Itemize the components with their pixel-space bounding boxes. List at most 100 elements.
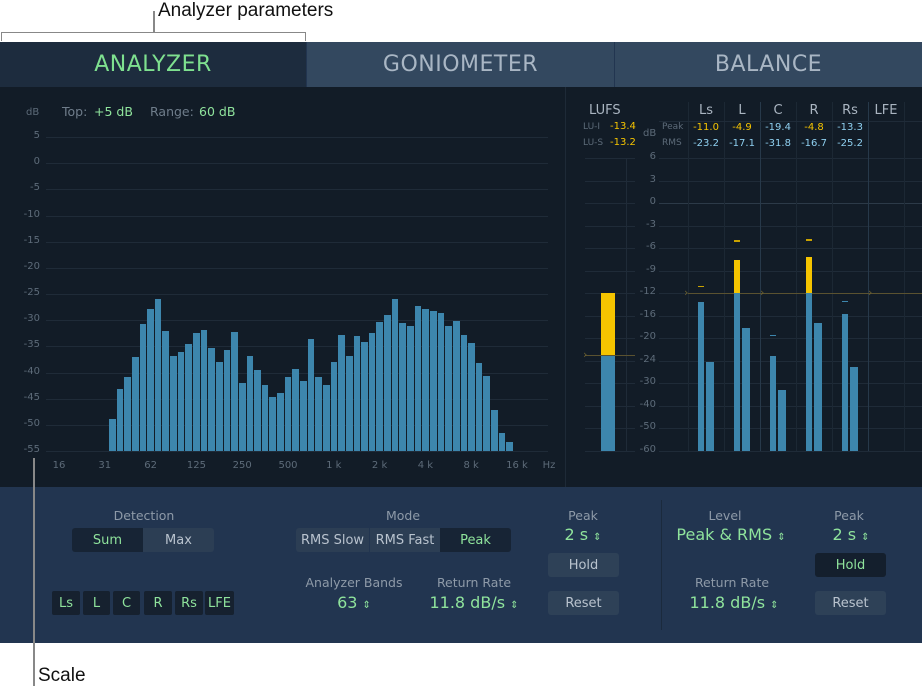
mode-rms-fast-button[interactable]: RMS Fast (370, 528, 440, 552)
analyzer-bands-stepper[interactable]: 63 ⇕ (337, 593, 371, 612)
spectrum-bar (124, 377, 131, 451)
threshold-arrow-icon[interactable]: › (868, 286, 873, 300)
controls-divider (661, 500, 662, 630)
threshold-arrow-icon[interactable]: › (684, 286, 689, 300)
tab-analyzer[interactable]: ANALYZER (0, 42, 306, 87)
x-tick-label: 8 k (463, 460, 479, 471)
channel-rms-bar (706, 361, 714, 451)
meter-scale-label: -50 (639, 421, 656, 433)
spectrum-bar (261, 385, 269, 451)
tab-goniometer[interactable]: GONIOMETER (307, 42, 614, 87)
spectrum-bar (353, 335, 361, 451)
spectrum-bar (154, 299, 162, 451)
peak-stepper[interactable]: 2 s ⇕ (564, 525, 601, 544)
lufs-target-arrow-icon[interactable]: › (583, 348, 588, 362)
y-tick-label: -15 (23, 234, 40, 246)
spectrum-bar (162, 331, 170, 451)
meter-return-rate-value: 11.8 dB/s (689, 593, 766, 612)
spectrum-bar (131, 356, 139, 451)
gridline (46, 320, 548, 322)
channel-rms-value: -23.2 (693, 138, 719, 149)
spectrum-bar (407, 325, 414, 451)
detection-label: Detection (113, 508, 175, 523)
threshold-arrow-icon[interactable]: › (760, 286, 765, 300)
tab-balance[interactable]: BALANCE (615, 42, 922, 87)
spectrum-bar (391, 299, 399, 451)
meter-peak-stepper[interactable]: 2 s ⇕ (832, 525, 869, 544)
channel-toggle-lfe[interactable]: LFE (205, 591, 234, 615)
spectrum-bar (475, 363, 483, 451)
peak-label: Peak (568, 508, 598, 523)
stepper-arrows-icon: ⇕ (777, 532, 786, 543)
channel-toggle-c[interactable]: C (113, 591, 140, 615)
spectrum-bar (384, 314, 391, 451)
return-rate-stepper[interactable]: 11.8 dB/s ⇕ (429, 593, 518, 612)
spectrum-bar (116, 388, 124, 451)
gridline (46, 451, 548, 452)
gridline (46, 215, 548, 217)
spectrum-bar (254, 369, 261, 451)
meter-gridline (659, 203, 922, 205)
channel-toggle-l[interactable]: L (83, 591, 110, 615)
spectrum-bar (437, 312, 445, 451)
channel-peak-value: -11.0 (693, 122, 719, 133)
y-tick-label: -30 (23, 313, 40, 325)
channel-peak-value: -19.4 (765, 122, 791, 133)
channel-toggle-r[interactable]: R (144, 591, 172, 615)
meter-gridline (659, 270, 922, 272)
detection-sum-button[interactable]: Sum (72, 528, 143, 552)
level-selector[interactable]: Peak & RMS ⇕ (676, 525, 785, 544)
meter-scale-label: -40 (639, 398, 656, 410)
meter-gridline (659, 360, 922, 362)
meter-hold-button[interactable]: Hold (815, 553, 886, 577)
channel-divider (868, 102, 869, 451)
meter-return-rate-stepper[interactable]: 11.8 dB/s ⇕ (689, 593, 778, 612)
analyzer-hold-button[interactable]: Hold (548, 553, 619, 577)
spectrum-bar (460, 335, 468, 451)
channel-peak-bar-over (806, 257, 812, 294)
meter-gridline (659, 315, 922, 317)
mode-label: Mode (385, 508, 421, 523)
lu-i-label: LU-I (583, 122, 601, 132)
y-tick-label: -20 (23, 260, 40, 272)
spectrum-bar (231, 331, 238, 451)
spectrum-bar (330, 361, 338, 451)
return-rate-value: 11.8 dB/s (429, 593, 506, 612)
meter-gridline (659, 157, 922, 159)
display-divider (565, 87, 566, 487)
top-value[interactable]: +5 dB (94, 104, 133, 119)
spectrum-bar (445, 326, 452, 451)
mode-rms-slow-button[interactable]: RMS Slow (296, 528, 369, 552)
stepper-arrows-icon: ⇕ (362, 600, 371, 611)
x-tick-label: 250 (232, 460, 252, 471)
meter-gridline (585, 225, 635, 227)
meter-gridline (585, 248, 635, 250)
meter-scale-label: 0 (649, 196, 656, 208)
analyzer-reset-button[interactable]: Reset (548, 591, 619, 615)
spectrum-bar (399, 322, 407, 451)
spectrum-bar (139, 324, 147, 451)
mode-peak-button[interactable]: Peak (440, 528, 511, 552)
meter-gridline (659, 180, 922, 182)
channel-header: LFE (874, 103, 898, 118)
channel-peak-value: -13.3 (837, 122, 863, 133)
x-tick-label: 16 k (506, 460, 528, 471)
range-value[interactable]: 60 dB (199, 104, 236, 119)
channel-toggle-ls[interactable]: Ls (52, 591, 80, 615)
meter-scale-label: -6 (646, 241, 656, 253)
spectrum-bar (498, 433, 506, 451)
y-tick-label: 0 (33, 156, 40, 168)
annotation-analyzer-parameters: Analyzer parameters (158, 0, 334, 21)
channel-toggle-rs[interactable]: Rs (175, 591, 203, 615)
spectrum-bar (376, 321, 384, 451)
meter-gridline (585, 157, 635, 159)
spectrum-bar (452, 321, 460, 451)
x-tick-label: 4 k (417, 460, 434, 471)
detection-max-button[interactable]: Max (143, 528, 214, 552)
stepper-arrows-icon: ⇕ (510, 600, 519, 611)
meter-scale-label: -16 (639, 308, 656, 320)
spectrum-bar (322, 385, 330, 451)
meter-reset-button[interactable]: Reset (815, 591, 886, 615)
channel-divider (832, 102, 833, 451)
y-tick-label: -25 (23, 287, 40, 298)
